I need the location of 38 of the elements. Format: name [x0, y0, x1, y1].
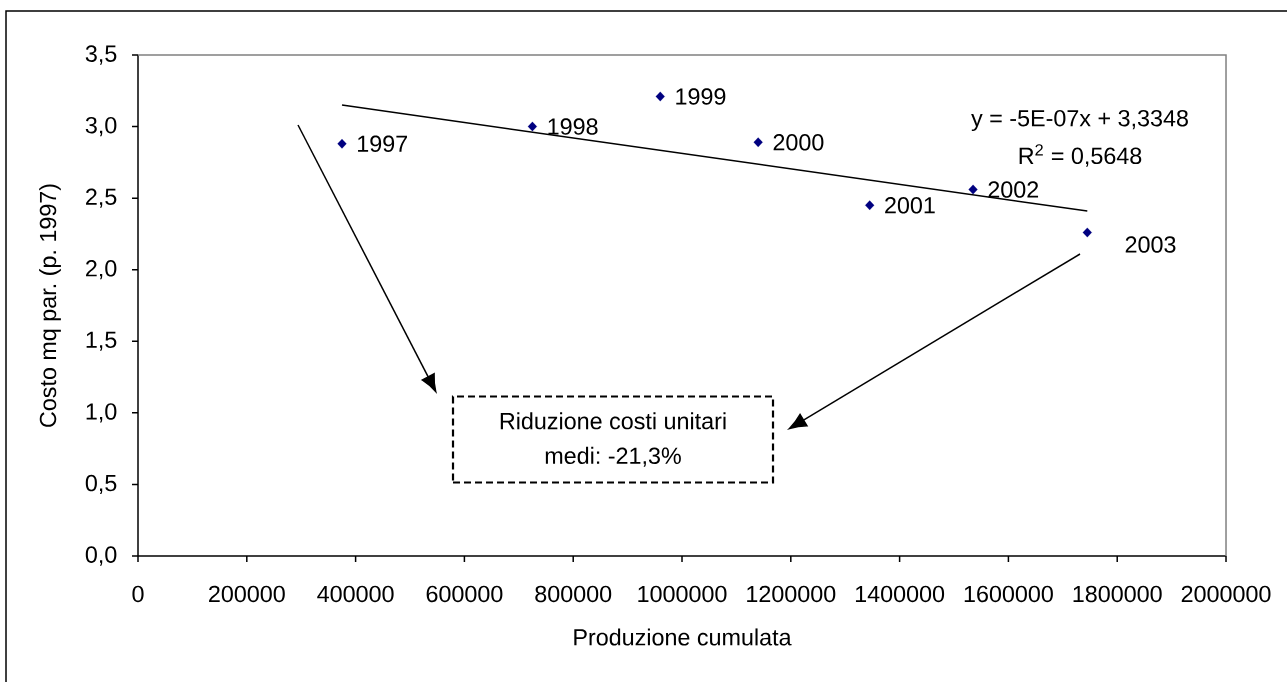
annotation: 1997 — [358, 135, 408, 153]
x-tick-label: 1200000 — [747, 585, 836, 603]
point — [655, 91, 665, 102]
annotation: 1999 — [676, 88, 726, 105]
x-tick-label: 0 — [132, 585, 144, 603]
annotation: 2000 — [773, 134, 824, 151]
annotation: y = -5E-07x + 3,3348 — [971, 109, 1188, 132]
y-tick-label: 1,5 — [86, 331, 117, 351]
annotation: 2002 — [988, 181, 1039, 198]
annotation: 1998 — [548, 118, 598, 135]
y-tick-label: 0,5 — [85, 474, 117, 495]
x-tick-label: 800000 — [535, 585, 612, 603]
y-tick-label: 0,0 — [85, 546, 117, 566]
x-tick-label: 1800000 — [1073, 585, 1162, 603]
x-tick-label: 2000000 — [1181, 585, 1271, 603]
point — [527, 121, 537, 132]
x-tick-label: 200000 — [209, 585, 285, 603]
point — [865, 200, 875, 211]
point — [968, 184, 978, 195]
annotation: R$^{2}$ = 0,5648 — [1019, 144, 1142, 167]
y-tick-label: 3,0 — [85, 116, 117, 137]
x-tick-label: 1400000 — [855, 585, 945, 603]
x-tick-label: 600000 — [426, 585, 503, 603]
x-tick-label: 1600000 — [964, 585, 1053, 603]
y-tick-label: 3,5 — [85, 45, 117, 65]
point — [337, 138, 347, 149]
x-tick-label: 400000 — [317, 585, 394, 603]
annotation: Riduzione costi unitari medi: -21,3% — [500, 412, 726, 467]
y-axis-title: Costo mq par. (p. 1997) — [39, 184, 61, 427]
y-tick-label: 1,0 — [86, 403, 117, 423]
annotation: 2003 — [1125, 236, 1176, 253]
x-axis-title: Produzione cumulata — [574, 628, 792, 646]
y-tick-label: 2,5 — [86, 188, 117, 208]
y-tick-label: 2,0 — [86, 260, 117, 280]
annotation: 2001 — [885, 197, 935, 214]
point — [753, 137, 763, 148]
point — [1082, 227, 1092, 238]
x-tick-label: 1000000 — [638, 585, 727, 603]
